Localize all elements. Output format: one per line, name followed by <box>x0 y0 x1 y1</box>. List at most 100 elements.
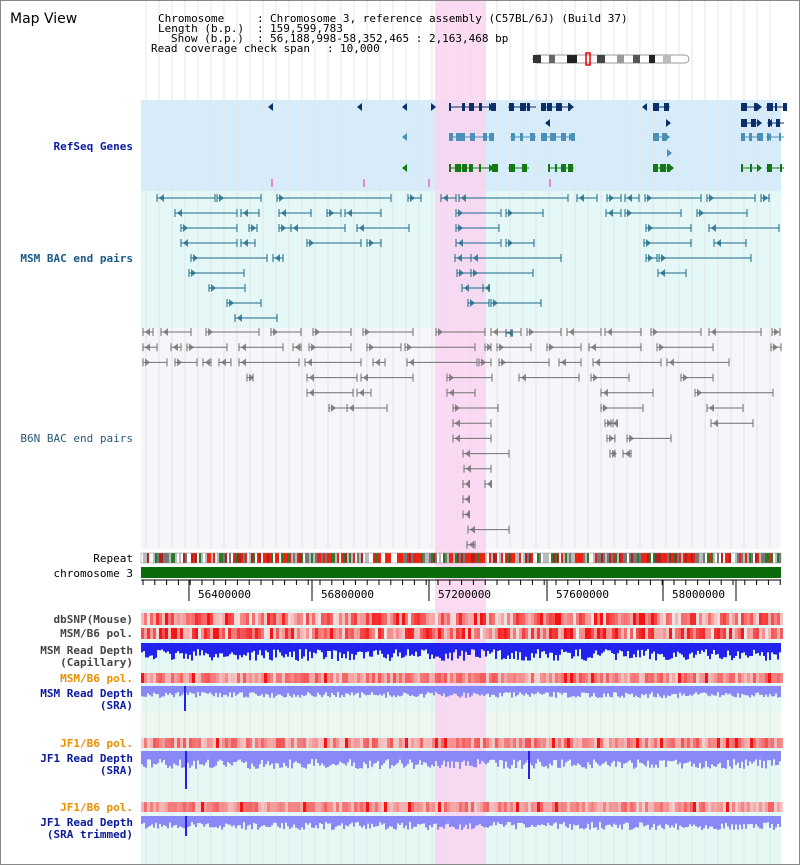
heat-cell <box>186 738 189 748</box>
heat-cell <box>312 802 315 812</box>
depth-bar <box>205 686 207 694</box>
depth-bar <box>435 686 437 693</box>
depth-bar <box>153 686 155 693</box>
ideogram-band <box>567 55 577 63</box>
heat-cell <box>522 628 525 639</box>
heat-cell <box>681 738 684 748</box>
repeat-block <box>287 553 289 563</box>
heat-cell <box>690 613 693 625</box>
heat-cell <box>177 673 180 683</box>
heat-cell <box>603 628 606 639</box>
bac-end-arrow <box>613 419 618 428</box>
depth-bar <box>775 751 777 766</box>
depth-bar <box>415 686 417 697</box>
heat-cell <box>378 802 381 812</box>
depth-bar <box>195 751 197 769</box>
depth-bar <box>643 686 645 696</box>
heat-cell <box>633 628 636 639</box>
depth-bar <box>699 643 701 654</box>
repeat-block <box>587 553 589 563</box>
heat-cell <box>378 673 381 683</box>
heat-cell <box>156 613 159 625</box>
depth-bar <box>195 643 197 656</box>
repeat-block <box>573 553 575 563</box>
gene-exon <box>548 164 550 172</box>
depth-bar <box>735 816 737 825</box>
heat-cell <box>486 613 489 625</box>
heat-cell <box>528 738 531 748</box>
depth-bar <box>765 751 767 769</box>
heat-cell <box>636 613 639 625</box>
heat-cell <box>729 613 732 625</box>
depth-bar <box>543 643 545 652</box>
depth-bar <box>565 643 567 652</box>
heat-cell <box>660 673 663 683</box>
repeat-block <box>353 553 355 563</box>
depth-bar <box>537 686 539 693</box>
heat-cell <box>498 673 501 683</box>
heat-cell <box>756 613 759 625</box>
heat-cell <box>243 613 246 625</box>
depth-bar <box>215 686 217 693</box>
repeat-block <box>661 553 663 563</box>
repeat-block <box>289 553 291 563</box>
heat-cell <box>183 628 186 639</box>
heat-cell <box>411 628 414 639</box>
depth-bar <box>671 643 673 659</box>
heat-cell <box>174 802 177 812</box>
depth-bar <box>355 686 357 694</box>
depth-bar <box>233 751 235 763</box>
heat-cell <box>690 628 693 639</box>
msm-b6-pol2-strip <box>141 673 783 683</box>
heat-cell <box>144 738 147 748</box>
heat-cell <box>525 802 528 812</box>
heat-cell <box>774 628 777 639</box>
gene-exon <box>662 133 667 141</box>
depth-bar <box>159 816 161 824</box>
depth-bar <box>425 816 427 828</box>
heat-cell <box>351 802 354 812</box>
depth-bar <box>597 751 599 765</box>
repeat-block <box>689 553 691 563</box>
heat-cell <box>252 628 255 639</box>
track-label-refseq[interactable]: RefSeq Genes <box>53 140 133 153</box>
heat-cell <box>471 802 474 812</box>
heat-cell <box>150 738 153 748</box>
repeat-block <box>553 553 555 563</box>
depth-bar <box>161 816 163 827</box>
heat-cell <box>492 673 495 683</box>
depth-bar <box>467 686 469 694</box>
depth-bar <box>453 816 455 828</box>
depth-bar <box>369 816 371 829</box>
heat-cell <box>261 613 264 625</box>
depth-bar <box>303 643 305 657</box>
heat-cell <box>171 802 174 812</box>
depth-bar <box>299 686 301 698</box>
heat-cell <box>663 673 666 683</box>
repeat-block <box>269 553 271 563</box>
repeat-block <box>145 553 147 563</box>
heat-cell <box>336 738 339 748</box>
depth-bar <box>777 751 779 765</box>
depth-bar <box>173 643 175 660</box>
heat-cell <box>180 673 183 683</box>
depth-bar <box>169 686 171 694</box>
repeat-block <box>393 553 395 563</box>
heat-cell <box>240 628 243 639</box>
heat-cell <box>312 673 315 683</box>
heat-cell <box>750 673 753 683</box>
gene-exon <box>530 133 535 141</box>
track-label-msm-bac[interactable]: MSM BAC end pairs <box>20 252 133 265</box>
depth-bar <box>471 816 473 830</box>
depth-bar <box>743 816 745 824</box>
bac-end-arrow <box>189 343 194 352</box>
heat-cell <box>213 738 216 748</box>
depth-bar <box>347 643 349 652</box>
heat-cell <box>639 673 642 683</box>
depth-bar <box>195 816 197 828</box>
track-label-b6n-bac[interactable]: B6N BAC end pairs <box>20 432 133 445</box>
heat-cell <box>294 802 297 812</box>
depth-bar <box>733 686 735 697</box>
heat-cell <box>153 802 156 812</box>
